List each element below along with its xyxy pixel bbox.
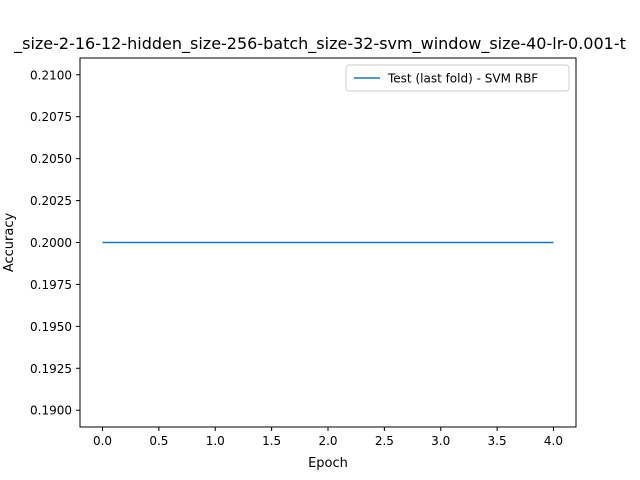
y-axis: 0.1900 0.1925 0.1950 0.1975 0.2000 0.2025 0.20… [30, 68, 80, 418]
x-tick-label: 4.0 [544, 434, 563, 448]
x-axis-label: Epoch [308, 456, 348, 471]
y-tick-label: 0.1925 [30, 362, 72, 376]
x-tick-label: 3.5 [488, 434, 507, 448]
x-tick-label: 0.5 [149, 434, 168, 448]
y-tick-label: 0.1950 [30, 320, 72, 334]
y-axis-label: Accuracy [2, 213, 17, 273]
x-tick-label: 2.5 [375, 434, 394, 448]
x-axis: 0.0 0.5 1.0 1.5 2.0 2.5 3.0 3.5 4.0 [93, 427, 563, 448]
y-tick-label: 0.1900 [30, 404, 72, 418]
x-tick-label: 1.5 [262, 434, 281, 448]
y-tick-label: 0.2050 [30, 152, 72, 166]
x-tick-label: 1.0 [206, 434, 225, 448]
legend: Test (last fold) - SVM RBF [345, 64, 570, 92]
y-tick-label: 0.2025 [30, 194, 72, 208]
x-tick-label: 3.0 [431, 434, 450, 448]
legend-label: Test (last fold) - SVM RBF [387, 72, 538, 86]
y-tick-label: 0.2100 [30, 68, 72, 82]
y-tick-label: 0.2000 [30, 236, 72, 250]
x-tick-label: 0.0 [93, 434, 112, 448]
x-tick-label: 2.0 [318, 434, 337, 448]
y-tick-label: 0.2075 [30, 110, 72, 124]
y-tick-label: 0.1975 [30, 278, 72, 292]
legend-box [345, 64, 570, 92]
chart-title: _size-2-16-12-hidden_size-256-batch_size… [13, 34, 626, 54]
